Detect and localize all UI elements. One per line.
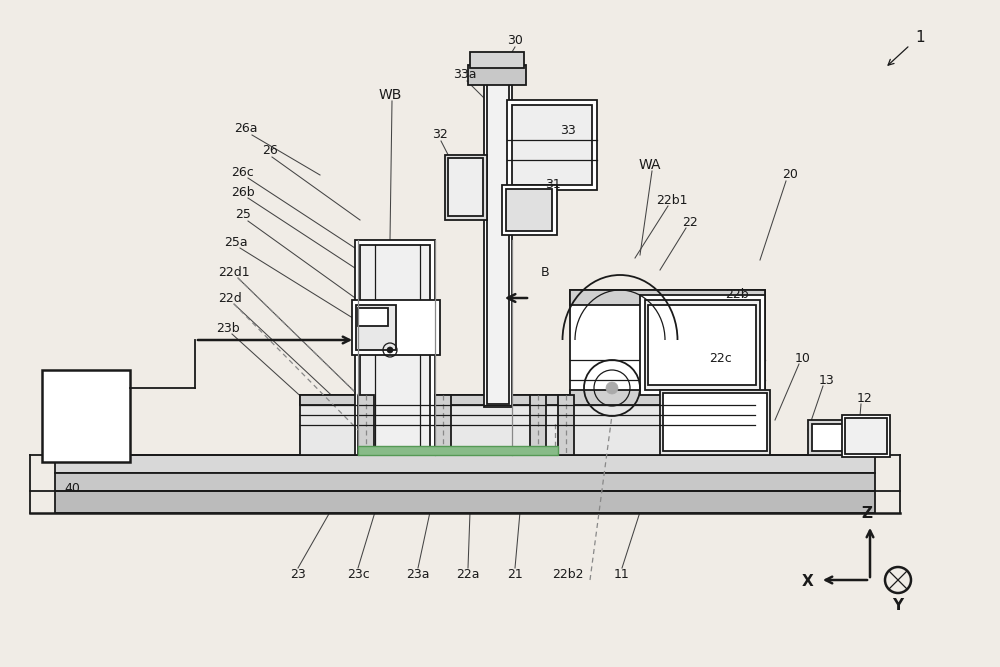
Bar xyxy=(358,446,558,455)
Bar xyxy=(445,155,487,220)
Bar xyxy=(358,308,388,326)
Bar xyxy=(808,420,866,455)
Bar xyxy=(640,295,765,395)
Text: 22b1: 22b1 xyxy=(656,193,688,207)
Bar xyxy=(55,473,875,491)
Bar xyxy=(484,72,512,407)
Text: 22b: 22b xyxy=(725,289,749,301)
Bar xyxy=(358,395,374,455)
Bar xyxy=(448,158,483,216)
Text: 33a: 33a xyxy=(453,69,477,81)
Text: 11: 11 xyxy=(614,568,630,582)
Text: 22b2: 22b2 xyxy=(552,568,584,582)
Text: 23c: 23c xyxy=(347,568,369,582)
Text: 32: 32 xyxy=(432,129,448,141)
Bar xyxy=(487,75,509,404)
Bar xyxy=(355,240,435,455)
Text: 25a: 25a xyxy=(224,235,248,249)
Text: 1: 1 xyxy=(915,31,925,45)
Text: 22a: 22a xyxy=(456,568,480,582)
Bar xyxy=(468,65,526,85)
Text: 20: 20 xyxy=(782,169,798,181)
Bar xyxy=(356,305,396,350)
Text: 26b: 26b xyxy=(231,185,255,199)
Text: 30: 30 xyxy=(507,33,523,47)
Text: 21: 21 xyxy=(507,568,523,582)
Bar xyxy=(660,390,770,455)
Text: 22c: 22c xyxy=(709,352,731,364)
Text: Y: Y xyxy=(892,598,904,612)
Bar xyxy=(470,52,524,68)
Text: 26a: 26a xyxy=(234,121,258,135)
Bar xyxy=(502,185,557,235)
Bar xyxy=(845,418,887,454)
Text: 22d: 22d xyxy=(218,291,242,305)
Text: 23a: 23a xyxy=(406,568,430,582)
Text: 13: 13 xyxy=(819,374,835,386)
Bar xyxy=(530,395,546,455)
Bar xyxy=(842,415,890,457)
Text: 40: 40 xyxy=(64,482,80,494)
Text: 12: 12 xyxy=(857,392,873,404)
Bar xyxy=(42,370,130,462)
Bar xyxy=(506,189,552,231)
Bar xyxy=(558,395,574,455)
Bar xyxy=(570,290,765,305)
Bar xyxy=(352,300,440,355)
Text: 23: 23 xyxy=(290,568,306,582)
Bar xyxy=(663,393,767,451)
Bar xyxy=(360,245,430,450)
Text: WB: WB xyxy=(378,88,402,102)
Bar xyxy=(300,395,755,405)
Bar xyxy=(55,491,875,513)
Bar xyxy=(648,305,756,385)
Bar xyxy=(512,105,592,185)
Bar xyxy=(645,300,760,390)
Circle shape xyxy=(606,382,618,394)
Text: 22: 22 xyxy=(682,215,698,229)
Text: 26c: 26c xyxy=(232,165,254,179)
Bar xyxy=(300,395,755,455)
Bar xyxy=(812,424,862,451)
Bar xyxy=(55,455,875,473)
Bar xyxy=(570,390,765,405)
Bar xyxy=(435,395,451,455)
Text: 10: 10 xyxy=(795,352,811,364)
Bar xyxy=(507,100,597,190)
Text: X: X xyxy=(802,574,814,590)
Text: 25: 25 xyxy=(235,209,251,221)
Text: 26: 26 xyxy=(262,143,278,157)
Text: Z: Z xyxy=(862,506,872,520)
Text: B: B xyxy=(541,265,549,279)
Text: 23b: 23b xyxy=(216,321,240,334)
Text: WA: WA xyxy=(639,158,661,172)
Circle shape xyxy=(387,347,393,353)
Text: 31: 31 xyxy=(545,179,561,191)
Text: 33: 33 xyxy=(560,123,576,137)
Text: 22d1: 22d1 xyxy=(218,265,250,279)
Bar xyxy=(570,290,765,395)
